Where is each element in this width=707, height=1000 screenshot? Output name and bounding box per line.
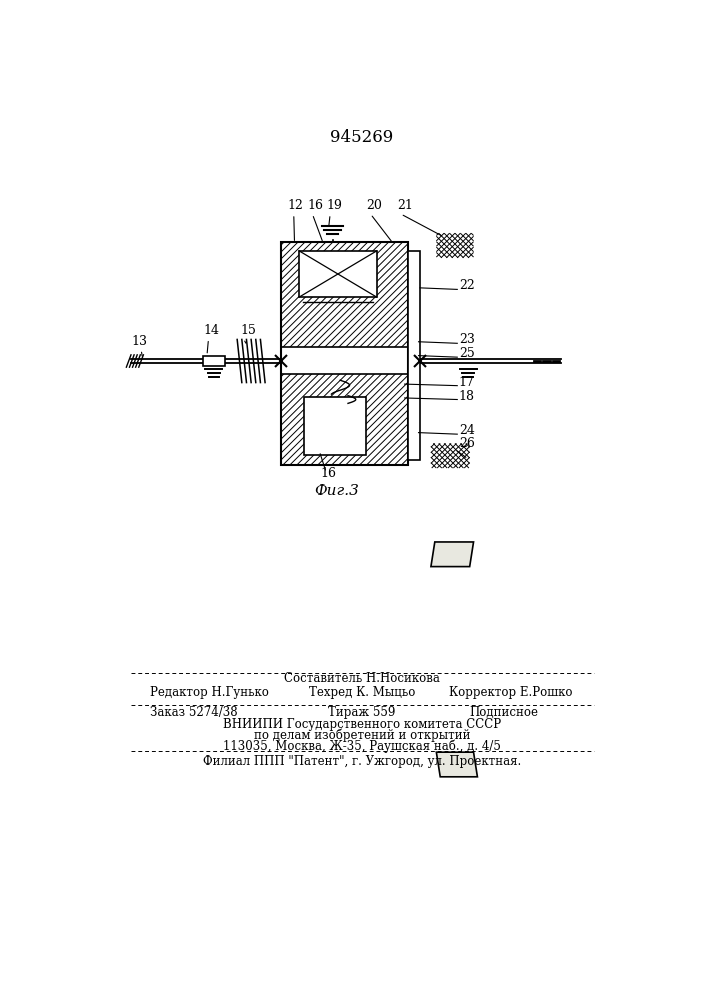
Text: 113035, Москва, Ж-35, Раушская наб., д. 4/5: 113035, Москва, Ж-35, Раушская наб., д. … [223,739,501,753]
Text: 13: 13 [131,335,147,348]
Text: 20: 20 [366,199,382,212]
Text: Филиал ППП "Патент", г. Ужгород, ул. Проектная.: Филиал ППП "Патент", г. Ужгород, ул. Про… [203,755,521,768]
Text: 17: 17 [459,376,474,389]
Text: 12: 12 [288,199,303,212]
Text: Техред К. Мыцьо: Техред К. Мыцьо [309,686,415,699]
Text: Фиг.3: Фиг.3 [314,484,359,498]
Text: 22: 22 [459,279,474,292]
Text: ВНИИПИ Государственного комитета СССР: ВНИИПИ Государственного комитета СССР [223,718,501,731]
Polygon shape [299,251,377,297]
Text: 19: 19 [327,199,342,212]
Polygon shape [304,397,366,455]
Polygon shape [203,356,225,366]
Text: 16: 16 [321,467,337,480]
Text: Тираж 559: Тираж 559 [328,706,396,719]
Text: 16: 16 [308,199,324,212]
Text: 26: 26 [459,437,474,450]
Text: Заказ 5274/38: Заказ 5274/38 [151,706,238,719]
Text: Редактор Н.Гунько: Редактор Н.Гунько [151,686,269,699]
Text: 15: 15 [240,324,256,337]
Text: 25: 25 [459,347,474,360]
Text: по делам изобретений и открытий: по делам изобретений и открытий [254,729,470,742]
Text: Подписное: Подписное [469,706,538,719]
Polygon shape [281,347,409,374]
Text: 945269: 945269 [330,129,394,146]
Polygon shape [431,542,474,567]
Text: 14: 14 [203,324,219,337]
Text: 24: 24 [459,424,474,437]
Text: Составитель Н.Носикова: Составитель Н.Носикова [284,672,440,685]
Text: 23: 23 [459,333,474,346]
Text: 21: 21 [397,199,413,212]
Text: 18: 18 [459,390,475,403]
Text: Корректор Е.Рошко: Корректор Е.Рошко [449,686,573,699]
Polygon shape [409,251,420,460]
Polygon shape [436,752,477,777]
